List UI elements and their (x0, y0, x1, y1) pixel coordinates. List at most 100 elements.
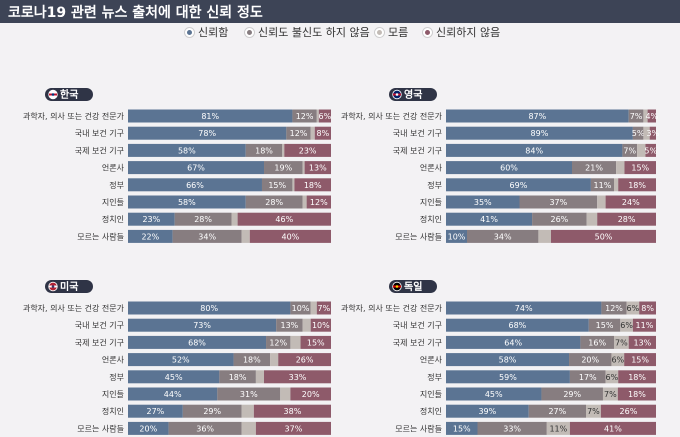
bar-segment-neutral (569, 370, 606, 384)
bar-segment-distrust (304, 161, 331, 175)
bar-segment-distrust (551, 229, 656, 243)
data-label: 64% (504, 338, 522, 347)
data-label: 68% (509, 321, 527, 330)
bar-row: 정치인 39% 27% 7% 26% (420, 404, 656, 418)
bar-segment-unknown (597, 195, 606, 209)
data-label: 18% (628, 390, 646, 399)
legend-label-neutral: 신뢰도 불신도 하지 않음 (258, 26, 370, 39)
data-label: 12% (310, 198, 328, 207)
data-label: 41% (604, 424, 622, 433)
bar-segment-distrust (624, 353, 656, 367)
category-label: 과학자, 의사 또는 건강 전문가 (341, 303, 443, 313)
bar-row: 언론사 60% 21% 15% (420, 161, 656, 175)
bar-row: 지인들 35% 37% 24% (420, 195, 656, 209)
category-label: 과학자, 의사 또는 건강 전문가 (341, 111, 443, 121)
bar-segment-unknown (643, 126, 650, 140)
data-label: 16% (588, 338, 606, 347)
bar-segment-unknown (310, 301, 317, 315)
bar-row: 과학자, 의사 또는 건강 전문가 74% 12% 6% 8% (341, 301, 656, 315)
data-label: 20% (139, 424, 157, 433)
data-label: 84% (525, 146, 543, 155)
bar-segment-distrust (645, 143, 656, 157)
bar-segment-distrust (569, 421, 656, 435)
bar-row: 언론사 67% 19% 13% (102, 161, 331, 175)
category-label: 지인들 (102, 197, 124, 207)
data-label: 66% (186, 181, 204, 190)
bar-row: 모르는 사람들 15% 33% 11% 41% (395, 421, 656, 435)
bar-segment-trust (446, 370, 570, 384)
bar-segment-trust (128, 335, 267, 349)
category-label: 지인들 (420, 389, 442, 399)
bar-segment-unknown (546, 421, 570, 435)
country-name: 한국 (60, 89, 78, 101)
flag-icon (48, 89, 58, 100)
bar-segment-distrust (647, 109, 656, 123)
data-label: 3% (646, 129, 659, 138)
data-label: 4% (645, 112, 658, 121)
bar-segment-unknown (282, 143, 285, 157)
category-label: 모르는 사람들 (395, 232, 442, 241)
data-label: 81% (201, 112, 219, 121)
country-tag (45, 88, 93, 101)
category-label: 언론사 (420, 355, 443, 365)
bar-segment-unknown (620, 318, 633, 332)
bar-segment-neutral (174, 212, 232, 226)
data-label: 15% (596, 321, 614, 330)
bar-segment-neutral (588, 318, 621, 332)
bar-segment-distrust (300, 335, 331, 349)
data-label: 28% (265, 198, 283, 207)
legend-swatch-distrust (423, 28, 432, 37)
data-label: 7% (623, 146, 636, 155)
data-label: 26% (620, 407, 638, 416)
data-label: 18% (628, 373, 646, 382)
data-label: 11% (636, 321, 654, 330)
bar-segment-trust (128, 178, 262, 192)
data-label: 37% (285, 424, 303, 433)
bar-segment-unknown (586, 404, 601, 418)
bar-segment-trust (446, 126, 633, 140)
category-label: 정부 (109, 372, 124, 382)
bar-row: 정치인 27% 29% 38% (102, 404, 331, 418)
bar-row: 지인들 45% 29% 7% 18% (420, 387, 656, 401)
data-label: 33% (503, 424, 521, 433)
bar-segment-neutral (601, 301, 627, 315)
bar-segment-neutral (276, 318, 303, 332)
bar-segment-unknown (280, 387, 291, 401)
country-tag (45, 280, 93, 293)
bar-segment-distrust (310, 318, 331, 332)
bar-segment-distrust (628, 335, 656, 349)
title-bar: 코로나19 관련 뉴스 출처에 대한 신뢰 정도 (0, 0, 680, 23)
data-label: 67% (187, 164, 205, 173)
legend-label-trust: 신뢰함 (198, 26, 229, 39)
bar-segment-distrust (597, 212, 656, 226)
data-label: 78% (198, 129, 216, 138)
data-label: 80% (200, 304, 218, 313)
bar-segment-distrust (649, 126, 656, 140)
bar-segment-trust (128, 109, 293, 123)
data-label: 15% (631, 356, 649, 365)
bar-segment-distrust (617, 387, 656, 401)
bar-segment-neutral (219, 370, 256, 384)
data-label: 18% (628, 181, 646, 190)
category-label: 정치인 (420, 214, 442, 224)
category-label: 지인들 (420, 197, 442, 207)
category-label: 국내 보건 기구 (393, 320, 442, 330)
bar-row: 국내 보건 기구 89% 5% 3% (393, 126, 660, 140)
data-label: 18% (229, 373, 247, 382)
category-label: 정부 (109, 180, 124, 190)
data-label: 27% (147, 407, 165, 416)
bar-row: 모르는 사람들 20% 36% 37% (77, 421, 331, 435)
data-label: 22% (141, 232, 159, 241)
data-label: 5% (632, 129, 645, 138)
bar-row: 지인들 44% 31% 20% (102, 387, 331, 401)
data-label: 15% (453, 424, 471, 433)
bar-segment-neutral (622, 143, 638, 157)
bar-segment-distrust (618, 370, 656, 384)
data-label: 28% (194, 215, 212, 224)
bar-segment-neutral (292, 109, 317, 123)
data-label: 13% (280, 321, 298, 330)
bar-segment-trust (446, 178, 591, 192)
bar-segment-neutral (532, 212, 587, 226)
category-label: 과학자, 의사 또는 건강 전문가 (23, 303, 125, 313)
category-label: 과학자, 의사 또는 건강 전문가 (23, 111, 125, 121)
